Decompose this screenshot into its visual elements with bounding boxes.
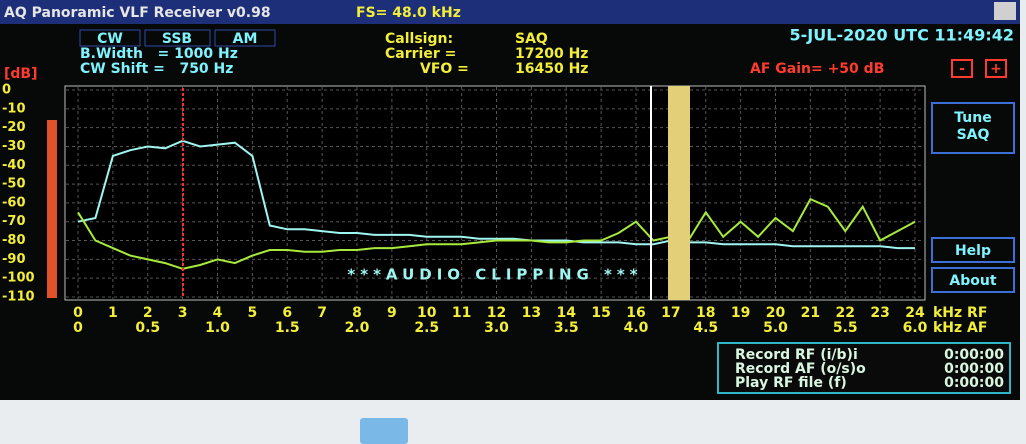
- vfo: 16450 Hz: [515, 61, 588, 77]
- annotation: ***AUDIO CLIPPING ***: [347, 266, 642, 284]
- x2-tick-label: 1.0: [205, 320, 230, 336]
- sample-rate: FS= 48.0 kHz: [356, 5, 461, 21]
- x2-tick-label: 0.5: [135, 320, 160, 336]
- help-label: Help: [955, 243, 991, 259]
- tune-label: SAQ: [957, 127, 990, 143]
- x-tick-label: 24: [905, 305, 925, 321]
- taskbar-icon[interactable]: [360, 418, 408, 444]
- mode-label: SSB: [162, 31, 192, 47]
- about-label: About: [949, 273, 996, 289]
- y-tick-label: -20: [2, 120, 26, 135]
- x2-tick-label: 2.5: [414, 320, 439, 336]
- af-gain: AF Gain= +50 dB: [750, 61, 884, 77]
- x2-tick-label: 4.0: [624, 320, 649, 336]
- x-tick-label: 4: [213, 305, 223, 321]
- y-tick-label: -90: [2, 252, 26, 267]
- x2-tick-label: 1.5: [275, 320, 300, 336]
- x2-tick-label: 5.5: [833, 320, 858, 336]
- y-tick-label: -50: [2, 177, 26, 192]
- y-tick-label: -30: [2, 139, 26, 154]
- y-tick-label: -100: [2, 271, 35, 286]
- x-tick-label: 18: [696, 305, 715, 321]
- x-tick-label: 7: [317, 305, 327, 321]
- callsign: SAQ: [515, 31, 548, 47]
- x2-tick-label: 3.0: [484, 320, 509, 336]
- x2-tick-label: 3.5: [554, 320, 579, 336]
- y-tick-label: -10: [2, 101, 26, 116]
- x-tick-label: 6: [282, 305, 292, 321]
- y-tick-label: -70: [2, 214, 26, 229]
- mode-label: AM: [233, 31, 258, 47]
- x-tick-label: 20: [766, 305, 786, 321]
- x2-tick-label: 5.0: [763, 320, 788, 336]
- x-tick-label: 2: [143, 305, 153, 321]
- close-button[interactable]: [994, 2, 1016, 20]
- x-tick-label: 1: [108, 305, 118, 321]
- x-tick-label: 10: [417, 305, 437, 321]
- x-tick-label: 17: [661, 305, 680, 321]
- y-tick-label: -60: [2, 195, 26, 210]
- cw-shift: CW Shift = 750 Hz: [80, 61, 233, 77]
- level-meter: [47, 120, 57, 298]
- bandwidth: B.Width = 1000 Hz: [80, 46, 238, 62]
- y-axis-label: [dB]: [4, 66, 38, 82]
- y-tick-label: -80: [2, 233, 26, 248]
- y-tick-label: -40: [2, 158, 26, 173]
- carrier-band: [668, 86, 690, 300]
- x-tick-label: 13: [522, 305, 541, 321]
- screen: AQ Panoramic VLF Receiver v0.98 FS= 48.0…: [0, 0, 1026, 444]
- carrier-label: Carrier =: [385, 46, 456, 62]
- x-tick-label: 9: [387, 305, 397, 321]
- vfo-label: VFO =: [420, 61, 469, 77]
- callsign-label: Callsign:: [385, 31, 453, 47]
- y-tick-label: -110: [2, 290, 35, 305]
- x-tick-label: 0: [73, 305, 83, 321]
- x-tick-label: 23: [870, 305, 889, 321]
- x2-tick-label: 4.5: [693, 320, 718, 336]
- window-title: AQ Panoramic VLF Receiver v0.98: [4, 5, 271, 21]
- record-label[interactable]: Play RF file (f): [735, 375, 847, 391]
- x-tick-label: 3: [178, 305, 188, 321]
- y-tick-label: 0: [2, 83, 11, 98]
- x-tick-label: 5: [248, 305, 258, 321]
- gain-up-label: +: [990, 61, 1002, 77]
- record-time: 0:00:00: [944, 375, 1004, 391]
- x-tick-label: 11: [452, 305, 471, 321]
- x-tick-label: 8: [352, 305, 362, 321]
- x-tick-label: 15: [591, 305, 610, 321]
- x-tick-label: 19: [731, 305, 750, 321]
- tune-label: Tune: [954, 110, 991, 126]
- x-axis-label: kHz RF: [933, 305, 987, 321]
- x2-axis-label: kHz AF: [933, 320, 987, 336]
- x-tick-label: 22: [836, 305, 855, 321]
- mode-label: CW: [97, 31, 123, 47]
- x-tick-label: 16: [626, 305, 645, 321]
- datetime: 5-JUL-2020 UTC 11:49:42: [790, 26, 1014, 45]
- x-tick-label: 12: [487, 305, 506, 321]
- x2-tick-label: 2.0: [345, 320, 370, 336]
- x-tick-label: 14: [557, 305, 577, 321]
- x2-tick-label: 6.0: [903, 320, 928, 336]
- x-tick-label: 21: [801, 305, 820, 321]
- gain-down-label: -: [959, 61, 965, 77]
- x2-tick-label: 0: [73, 320, 83, 336]
- carrier: 17200 Hz: [515, 46, 588, 62]
